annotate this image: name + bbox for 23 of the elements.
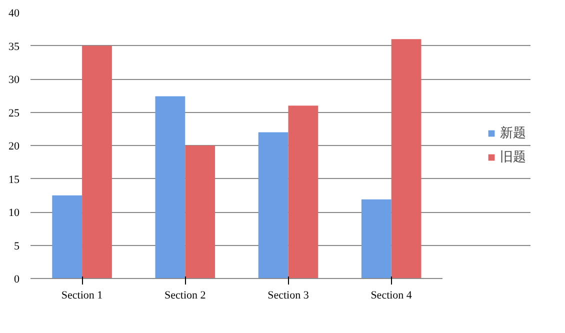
bar — [52, 195, 82, 278]
y-tick-label: 5 — [14, 240, 20, 252]
y-tick-label: 30 — [8, 74, 20, 86]
bar — [258, 132, 288, 278]
bar — [155, 96, 186, 278]
x-tick-label: Section 3 — [268, 290, 310, 302]
bar — [185, 146, 216, 278]
legend-label: 新题 — [500, 125, 526, 142]
y-tick-label: 10 — [8, 207, 20, 219]
y-tick-label: 15 — [8, 174, 20, 186]
y-tick-label: 25 — [8, 107, 20, 120]
x-tick-label: Section 2 — [164, 290, 206, 302]
bar — [361, 199, 392, 278]
bar — [391, 39, 422, 278]
y-tick-label: 40 — [8, 8, 20, 20]
y-tick-label: 35 — [8, 40, 20, 53]
legend-label: 旧题 — [500, 149, 526, 166]
bar — [288, 106, 318, 278]
y-tick-label: 20 — [8, 140, 20, 152]
bar — [82, 46, 112, 278]
x-tick-label: Section 1 — [61, 290, 103, 302]
x-tick-label: Section 4 — [370, 290, 412, 302]
y-tick-label: 0 — [14, 274, 20, 286]
